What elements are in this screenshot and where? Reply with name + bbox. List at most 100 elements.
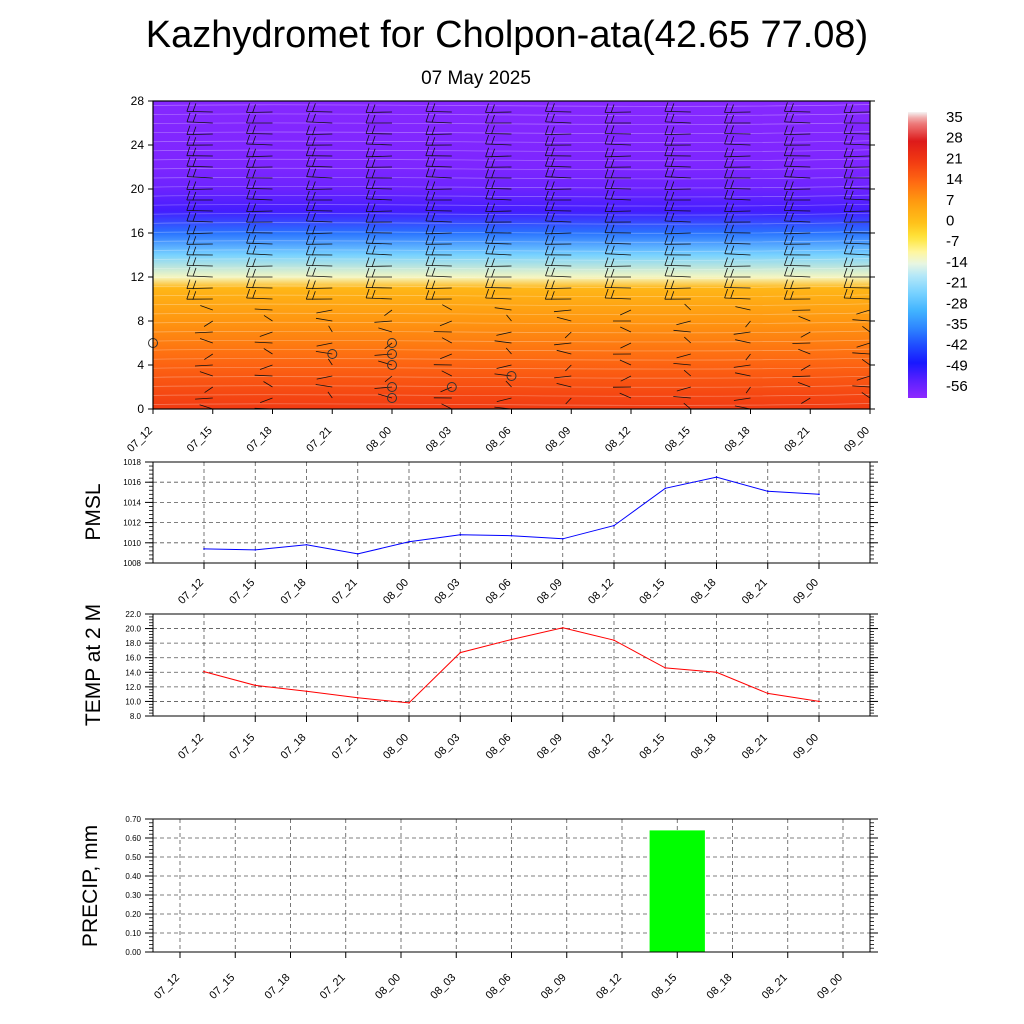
wind-barb-shaft — [365, 111, 393, 113]
wind-barb-shaft — [306, 165, 333, 168]
wind-barb — [745, 353, 751, 361]
x-tick-label: 07_18 — [279, 577, 309, 607]
y-tick-label: 28 — [131, 94, 145, 108]
isotherm-line — [153, 258, 870, 261]
wind-barb — [204, 386, 214, 393]
wind-barb-feather — [305, 180, 310, 190]
data-point — [562, 627, 564, 629]
x-tick-label: 08_21 — [782, 425, 812, 455]
wind-barb — [544, 180, 572, 191]
wind-barb-shaft — [545, 111, 572, 113]
wind-barb-shaft — [556, 349, 572, 355]
wind-barb — [316, 309, 333, 314]
y-tick-label: 0.20 — [125, 910, 141, 919]
wind-barb-shaft — [664, 210, 691, 212]
wind-barb-feather — [550, 137, 555, 146]
wind-barb-shaft — [246, 188, 273, 190]
wind-barb-feather — [604, 223, 609, 233]
wind-barb — [425, 256, 452, 267]
wind-barb-shaft — [306, 133, 333, 135]
wind-barb-feather — [849, 203, 854, 213]
wind-barb — [260, 397, 273, 403]
wind-barb-feather — [311, 291, 316, 300]
wind-barb-feather — [371, 169, 376, 179]
wind-barb-shaft — [327, 358, 333, 366]
wind-barb-shaft — [485, 155, 512, 158]
wind-barb-feather — [491, 159, 495, 168]
wind-barb — [862, 325, 870, 333]
data-point — [510, 638, 513, 641]
wind-barb-shaft — [861, 392, 870, 399]
y-tick-label: 12.0 — [125, 683, 141, 692]
wind-barb-feather — [604, 179, 609, 189]
wind-barb — [843, 124, 870, 135]
wind-barb-shaft — [485, 188, 512, 190]
wind-barb-shaft — [844, 143, 870, 146]
wind-barb-feather — [730, 180, 734, 190]
wind-barb-feather — [551, 267, 555, 277]
wind-barb-feather — [192, 236, 197, 245]
wind-barb-feather — [311, 202, 316, 212]
x-tick-label: 07_15 — [207, 972, 237, 1002]
wind-barb-feather — [306, 279, 310, 289]
wind-barb-feather — [610, 135, 615, 145]
wind-barb — [843, 267, 870, 278]
wind-barb-shaft — [784, 232, 811, 235]
wind-barb — [305, 136, 333, 146]
wind-barb-feather — [670, 246, 675, 256]
wind-barb-shaft — [784, 188, 811, 190]
wind-barb-shaft — [254, 341, 273, 344]
wind-barb-feather — [305, 136, 310, 146]
wind-barb-feather — [730, 214, 734, 223]
wind-barb — [784, 211, 811, 223]
wind-barb — [604, 234, 632, 245]
wind-barb — [783, 180, 811, 191]
y-tick-label: 8 — [137, 314, 144, 328]
wind-barb-feather — [371, 214, 376, 223]
wind-barb-shaft — [306, 188, 333, 190]
data-point — [613, 524, 615, 527]
wind-barb — [485, 223, 512, 234]
wind-barb-shaft — [374, 386, 393, 389]
wind-barb — [306, 211, 333, 223]
wind-barb-shaft — [733, 364, 751, 368]
isotherm-line — [153, 240, 870, 243]
wind-barb — [305, 201, 333, 212]
wind-barb-feather — [849, 104, 854, 114]
x-tick-label: 08_03 — [428, 972, 458, 1002]
wind-barb — [246, 213, 273, 223]
data-point — [510, 534, 513, 537]
wind-barb — [545, 167, 572, 179]
wind-barb-feather — [604, 113, 609, 124]
wind-barb-feather — [610, 235, 615, 244]
wind-barb-shaft — [664, 188, 691, 190]
wind-barb-shaft — [745, 386, 751, 394]
wind-barb-feather — [724, 147, 728, 157]
wind-barb — [485, 244, 512, 256]
isotherm-line — [153, 366, 870, 370]
y-tick-label: 1016 — [123, 478, 141, 487]
data-point — [254, 684, 257, 687]
wind-barb-feather — [371, 268, 376, 278]
wind-barb-shaft — [186, 232, 213, 235]
wind-barb — [246, 103, 273, 114]
data-point — [305, 690, 308, 692]
wind-barb-feather — [431, 181, 436, 191]
wind-barb-shaft — [852, 385, 870, 388]
wind-barb — [425, 102, 452, 113]
wind-barb-shaft — [378, 360, 393, 366]
wind-barb — [374, 353, 393, 356]
wind-barb — [485, 158, 512, 168]
wind-barb-shaft — [254, 308, 273, 311]
wind-barb-feather — [610, 245, 615, 255]
wind-barb-feather — [604, 267, 609, 278]
precipitation-axis-label: PRECIP, mm — [79, 825, 102, 947]
wind-barb-shaft — [366, 210, 393, 212]
wind-barb-feather — [485, 244, 490, 254]
wind-barb-feather — [306, 211, 310, 222]
data-point — [203, 548, 205, 550]
wind-barb-shaft — [485, 287, 512, 289]
x-tick-label: 08_03 — [432, 732, 462, 762]
wind-barb-feather — [365, 147, 370, 157]
x-tick-label: 08_06 — [484, 732, 514, 762]
